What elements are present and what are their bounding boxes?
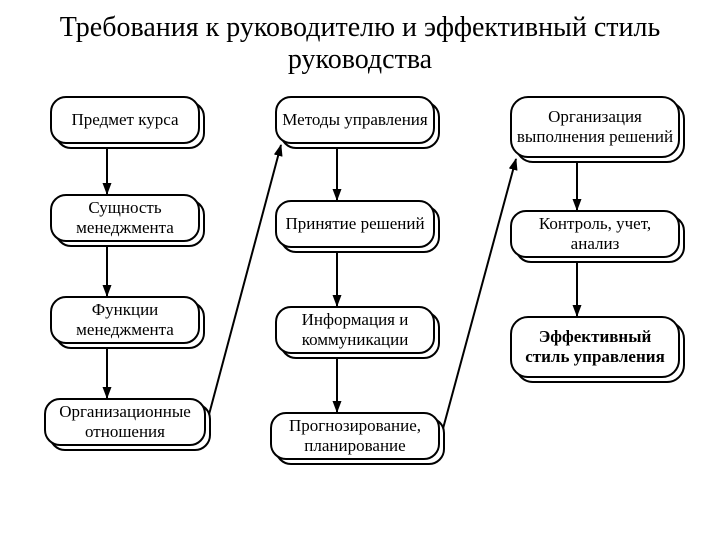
node-label: Сущность менеджмента bbox=[50, 194, 200, 242]
node-label: Прогнозирование, планирование bbox=[270, 412, 440, 460]
node-n11: Эффективный стиль управления bbox=[510, 316, 680, 378]
node-n7: Информация и коммуникации bbox=[275, 306, 435, 354]
node-n10: Контроль, учет, анализ bbox=[510, 210, 680, 258]
node-label: Предмет курса bbox=[50, 96, 200, 144]
node-label: Организационные отношения bbox=[44, 398, 206, 446]
node-n2: Сущность менеджмента bbox=[50, 194, 200, 242]
node-n9: Организация выполнения решений bbox=[510, 96, 680, 158]
node-n6: Принятие решений bbox=[275, 200, 435, 248]
node-label: Информация и коммуникации bbox=[275, 306, 435, 354]
node-n1: Предмет курса bbox=[50, 96, 200, 144]
node-label: Организация выполнения решений bbox=[510, 96, 680, 158]
node-label: Методы управления bbox=[275, 96, 435, 144]
node-n8: Прогнозирование, планирование bbox=[270, 412, 440, 460]
node-n3: Функции менеджмента bbox=[50, 296, 200, 344]
nodes-layer: Предмет курса Сущность менеджмента Функции… bbox=[0, 0, 720, 540]
node-label: Эффективный стиль управления bbox=[510, 316, 680, 378]
node-n5: Методы управления bbox=[275, 96, 435, 144]
node-n4: Организационные отношения bbox=[44, 398, 206, 446]
node-label: Принятие решений bbox=[275, 200, 435, 248]
node-label: Функции менеджмента bbox=[50, 296, 200, 344]
node-label: Контроль, учет, анализ bbox=[510, 210, 680, 258]
